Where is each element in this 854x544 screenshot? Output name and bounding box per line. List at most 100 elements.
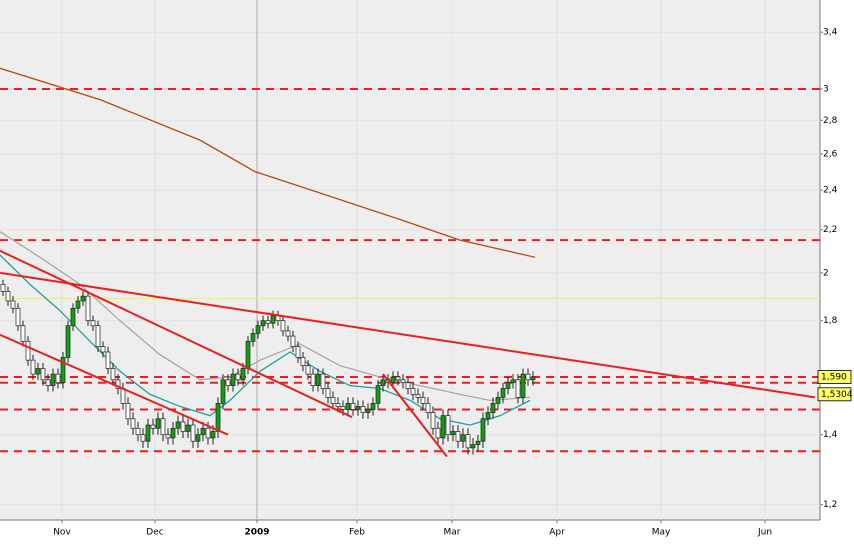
price-label: 1,5304 — [821, 390, 853, 400]
candle-body — [415, 394, 421, 398]
candle-body — [370, 403, 376, 410]
x-tick-label: 2009 — [244, 528, 269, 538]
y-tick-label: 2,2 — [823, 225, 837, 235]
candle-body — [530, 376, 536, 381]
candle-body — [190, 424, 196, 442]
candle-body — [460, 434, 466, 442]
candle-body — [345, 403, 351, 410]
candle-body — [50, 373, 56, 386]
candle-body — [510, 379, 516, 384]
price-label-box — [817, 370, 852, 384]
candle-body — [220, 379, 226, 404]
y-tick-label: 3,4 — [823, 28, 838, 38]
candle-body — [350, 403, 356, 410]
candle-body — [105, 351, 111, 369]
candle-body — [230, 373, 236, 386]
candle-body — [290, 335, 296, 347]
candle-body — [130, 418, 136, 429]
y-tick-label: 2,4 — [823, 186, 838, 196]
candle-body — [250, 333, 256, 342]
candle-body — [95, 325, 101, 347]
candle-body — [470, 444, 476, 449]
candle-body — [185, 424, 191, 432]
y-tick-label: 1,2 — [823, 500, 837, 510]
candle-body — [445, 415, 451, 436]
candle-body — [225, 379, 231, 386]
candle-body — [500, 388, 506, 398]
candle-body — [490, 403, 496, 413]
candle-body — [240, 368, 246, 381]
candle-body — [0, 284, 6, 292]
candle-body — [355, 406, 361, 410]
candle-body — [525, 373, 531, 381]
candle-body — [120, 388, 126, 404]
candle-body — [340, 406, 346, 410]
candle-body — [465, 434, 471, 449]
moving-average — [0, 231, 531, 402]
candle-body — [210, 431, 216, 439]
candle-body — [55, 373, 61, 384]
candle-body — [440, 415, 446, 439]
candle-body — [150, 424, 156, 429]
trendline — [0, 249, 353, 419]
candle-body — [395, 376, 401, 381]
candle-body — [260, 320, 266, 327]
x-tick-label: Nov — [53, 528, 71, 538]
candle-body — [520, 373, 526, 398]
candle-body — [495, 397, 501, 404]
candle-body — [285, 330, 291, 337]
candle-body — [430, 412, 436, 429]
candle-body — [75, 300, 81, 309]
moving-average — [0, 67, 536, 258]
candle-body — [135, 427, 141, 436]
x-tick-label: Feb — [349, 528, 365, 538]
x-tick-label: Apr — [549, 528, 565, 538]
price-label-box — [817, 387, 852, 402]
candle-body — [335, 403, 341, 407]
candle-body — [5, 291, 11, 302]
plot-area — [0, 0, 820, 520]
candle-body — [265, 320, 271, 324]
candle-body — [245, 340, 251, 369]
candle-body — [35, 368, 41, 375]
candle-body — [365, 409, 371, 413]
candle-body — [30, 359, 36, 375]
candle-body — [60, 357, 66, 384]
candle-body — [165, 434, 171, 439]
candle-body — [310, 373, 316, 386]
candle-body — [160, 418, 166, 436]
candle-body — [360, 406, 366, 413]
candle-body — [375, 385, 381, 404]
candle-body — [505, 382, 511, 389]
price-label: 1,590 — [821, 372, 847, 382]
candle-body — [110, 368, 116, 381]
y-tick-label: 2 — [823, 268, 829, 278]
candle-body — [255, 325, 261, 334]
candle-body — [420, 397, 426, 404]
y-tick-label: 2,8 — [823, 116, 838, 126]
candle-body — [180, 421, 186, 432]
candle-body — [515, 379, 521, 398]
candle-body — [450, 431, 456, 436]
candle-body — [25, 340, 31, 361]
candle-body — [65, 325, 71, 358]
candle-body — [115, 379, 121, 389]
candle-body — [40, 368, 46, 381]
trendline — [382, 373, 448, 458]
x-tick-label: Jun — [757, 528, 772, 538]
y-tick-label: 1,4 — [823, 430, 838, 440]
y-tick-label: 1,8 — [823, 316, 838, 326]
candle-body — [475, 440, 481, 445]
candle-body — [80, 295, 86, 302]
candle-body — [330, 397, 336, 404]
candle-body — [325, 388, 331, 398]
candle-body — [305, 365, 311, 375]
candle-body — [425, 403, 431, 413]
y-tick-label: 2,6 — [823, 149, 838, 159]
candle-body — [480, 418, 486, 442]
candle-body — [200, 427, 206, 436]
candle-body — [295, 346, 301, 358]
candle-body — [455, 431, 461, 442]
